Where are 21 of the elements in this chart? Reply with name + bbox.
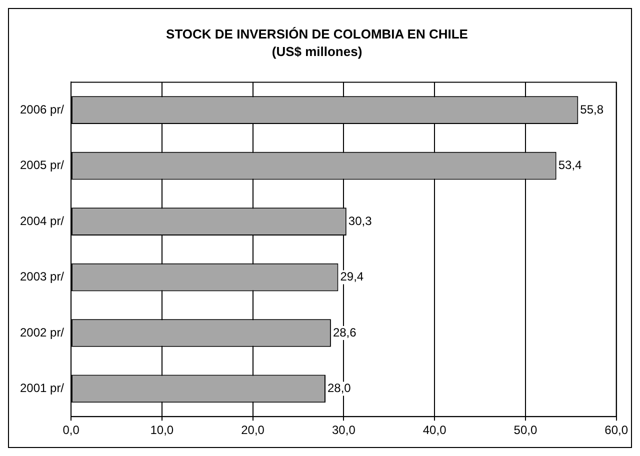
x-tick-label: 50,0 [514,423,538,438]
data-label: 55,8 [580,102,604,116]
data-label: 28,6 [332,325,357,340]
x-tick-label: 40,0 [422,423,447,438]
data-label: 28,0 [328,381,352,396]
chart-subtitle: (US$ millones) [272,44,362,59]
y-tick-label: 2004 pr/ [20,214,65,228]
x-tick-label: 60,0 [604,423,628,438]
data-label: 29,4 [340,270,364,284]
data-label: 53,4 [558,158,582,172]
y-tick-label: 2002 pr/ [20,325,65,340]
x-tick-label: 10,0 [150,423,174,438]
y-tick-label: 2005 pr/ [20,158,65,172]
chart-title: STOCK DE INVERSIÓN DE COLOMBIA EN CHILE [166,26,468,42]
y-tick-label: 2006 pr/ [20,102,65,116]
data-label: 30,3 [348,214,372,228]
y-tick-label: 2001 pr/ [20,381,65,396]
x-tick-label: 20,0 [241,423,265,438]
y-tick-label: 2003 pr/ [20,270,65,284]
x-tick-label: 30,0 [332,423,356,438]
x-tick-label: 0,0 [62,423,80,438]
